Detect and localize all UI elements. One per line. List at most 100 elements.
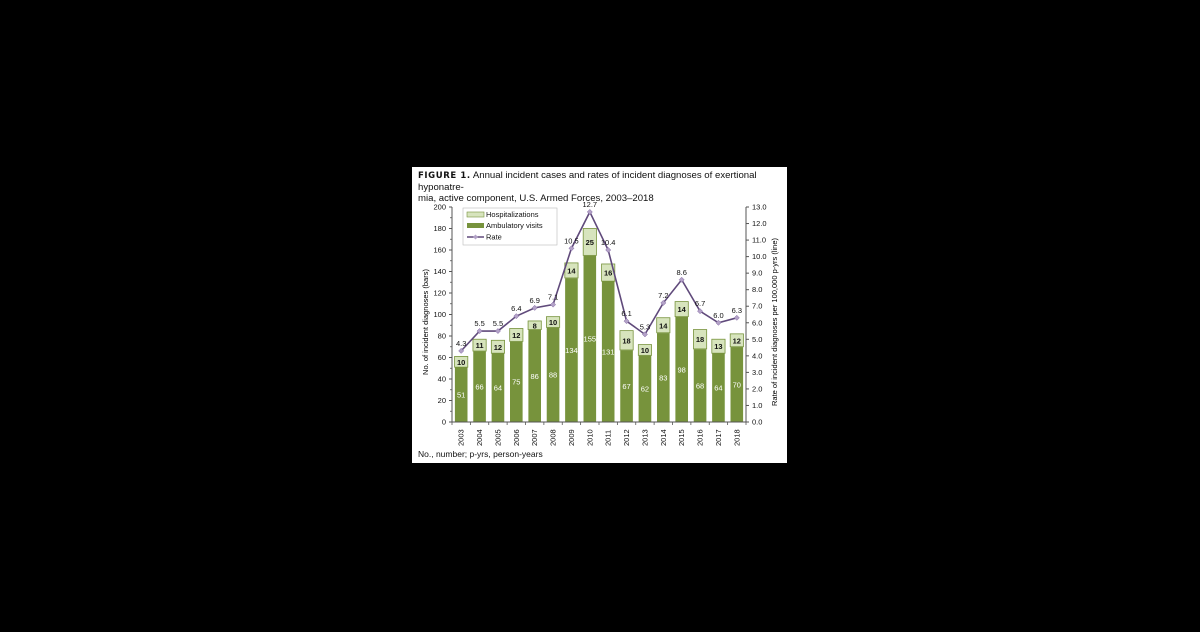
rate-label: 12.7 — [583, 200, 598, 209]
bar-group: 70 12 — [729, 333, 744, 423]
svg-text:60: 60 — [438, 353, 446, 362]
svg-text:5.0: 5.0 — [752, 335, 762, 344]
rate-label: 4.3 — [456, 339, 466, 348]
bar-label-hospitalization: 16 — [604, 269, 612, 278]
rate-label: 6.9 — [529, 296, 539, 305]
svg-text:8.0: 8.0 — [752, 285, 762, 294]
bar-hospitalization — [582, 228, 597, 256]
svg-text:10.0: 10.0 — [752, 252, 767, 261]
svg-text:20: 20 — [438, 396, 446, 405]
rate-label: 6.0 — [713, 311, 723, 320]
legend-label-hospitalizations: Hospitalizations — [486, 210, 539, 219]
x-tick-label: 2016 — [696, 429, 705, 446]
rate-label: 6.4 — [511, 304, 521, 313]
legend: Hospitalizations Ambulatory visits Rate — [462, 207, 558, 246]
bar-group: 134 14 — [564, 262, 579, 423]
bar-label-hospitalization: 18 — [696, 335, 704, 344]
bar-label-ambulatory: 68 — [696, 381, 704, 390]
bar-group: 86 8 — [527, 320, 542, 423]
bar-label-hospitalization: 18 — [622, 336, 630, 345]
figure-title-line2: mia, active component, U.S. Armed Forces… — [418, 193, 654, 204]
svg-text:160: 160 — [433, 246, 446, 255]
svg-text:11.0: 11.0 — [752, 236, 766, 245]
x-tick-label: 2007 — [530, 429, 539, 446]
bar-label-hospitalization: 10 — [457, 358, 465, 367]
bar-hospitalization — [656, 317, 671, 334]
svg-text:7.0: 7.0 — [752, 302, 762, 311]
left-axis-title: No. of incident diagnoses (bars) — [421, 269, 430, 375]
bar-label-hospitalization: 25 — [586, 238, 594, 247]
figure-title: FIGURE 1. Annual incident cases and rate… — [418, 170, 780, 204]
rate-marker — [678, 276, 685, 283]
right-y-axis: 0.0 1.0 2.0 3.0 4.0 5.0 6.0 7.0 8.0 9.0 10.0 11.0 12… — [745, 203, 767, 427]
bar-label-ambulatory: 62 — [641, 385, 649, 394]
legend-label-ambulatory: Ambulatory visits — [486, 221, 543, 230]
bar-hospitalization — [693, 329, 708, 350]
bar-hospitalization — [674, 301, 689, 318]
bars: 5110661164127512868881013414155251311667… — [454, 228, 744, 423]
x-tick-label: 2006 — [512, 429, 521, 446]
rate-label: 6.1 — [621, 309, 631, 318]
bar-group: 75 12 — [509, 328, 524, 423]
x-axis: 2003 2004 2005 2006 2007 2008 2009 2010 2011 2012… — [451, 421, 747, 446]
bar-label-hospitalization: 10 — [549, 318, 557, 327]
svg-text:120: 120 — [433, 289, 446, 298]
svg-text:180: 180 — [433, 224, 446, 233]
rate-marker — [660, 299, 667, 306]
bar-label-ambulatory: 86 — [531, 372, 539, 381]
rate-label: 10.5 — [564, 236, 579, 245]
rate-marker — [513, 313, 520, 320]
svg-text:140: 140 — [433, 267, 446, 276]
svg-text:6.0: 6.0 — [752, 318, 762, 327]
bar-hospitalization — [729, 333, 744, 348]
x-tick-label: 2012 — [622, 429, 631, 446]
rate-label: 6.3 — [732, 306, 742, 315]
svg-text:80: 80 — [438, 332, 446, 341]
bar-group: 67 18 — [619, 330, 634, 423]
bar-label-ambulatory: 134 — [565, 346, 578, 355]
rate-marker — [623, 318, 630, 325]
rate-marker — [697, 308, 704, 315]
right-axis-title: Rate of incident diagnoses per 100,000 p… — [770, 237, 779, 406]
rate-marker — [605, 247, 612, 253]
bar-label-hospitalization: 8 — [533, 321, 537, 330]
svg-text:0: 0 — [442, 418, 446, 427]
x-tick-label: 2005 — [493, 429, 502, 446]
svg-text:3.0: 3.0 — [752, 368, 762, 377]
x-tick-label: 2008 — [549, 429, 558, 446]
bar-hospitalization — [619, 330, 634, 351]
bar-hospitalization — [527, 320, 542, 330]
left-y-axis: 0 20 40 60 80 100 120 140 160 180 200 — [433, 203, 453, 427]
svg-text:13.0: 13.0 — [752, 203, 767, 212]
rate-marker — [476, 328, 483, 334]
bar-group: 64 12 — [490, 339, 505, 423]
footnote: No., number; p-yrs, person-years — [418, 449, 543, 459]
rate-marker — [550, 301, 557, 308]
chart: 0 20 40 60 80 100 120 140 160 180 200 0.0 1.0 2.0 3.0… — [421, 200, 779, 446]
x-tick-label: 2015 — [677, 429, 686, 446]
bar-label-ambulatory: 155 — [584, 335, 597, 344]
bar-group: 66 11 — [472, 338, 487, 423]
bar-hospitalization — [711, 338, 726, 354]
bar-label-hospitalization: 14 — [567, 266, 576, 275]
bar-label-ambulatory: 64 — [714, 384, 722, 393]
bar-group: 98 14 — [674, 301, 689, 423]
x-tick-label: 2014 — [659, 429, 668, 446]
bar-label-ambulatory: 131 — [602, 348, 615, 357]
bar-label-hospitalization: 14 — [659, 321, 668, 330]
bar-group: 131 16 — [601, 263, 616, 423]
bar-label-ambulatory: 98 — [678, 365, 686, 374]
svg-text:1.0: 1.0 — [752, 401, 762, 410]
bar-group: 51 10 — [454, 356, 469, 423]
svg-text:4.0: 4.0 — [752, 351, 762, 360]
bar-group: 68 18 — [693, 329, 708, 423]
rate-line: 4.3 5.5 5.5 6.4 6.9 7.1 10.5 12.7 10.4 6.1 5.3 7.2 8… — [456, 200, 742, 354]
bar-label-hospitalization: 13 — [714, 342, 722, 351]
x-tick-label: 2003 — [457, 429, 466, 446]
svg-text:2.0: 2.0 — [752, 384, 762, 393]
bar-label-hospitalization: 10 — [641, 346, 649, 355]
svg-text:40: 40 — [438, 375, 446, 384]
bar-hospitalization — [454, 356, 469, 368]
x-tick-label: 2013 — [640, 429, 649, 446]
bar-label-ambulatory: 83 — [659, 373, 667, 382]
